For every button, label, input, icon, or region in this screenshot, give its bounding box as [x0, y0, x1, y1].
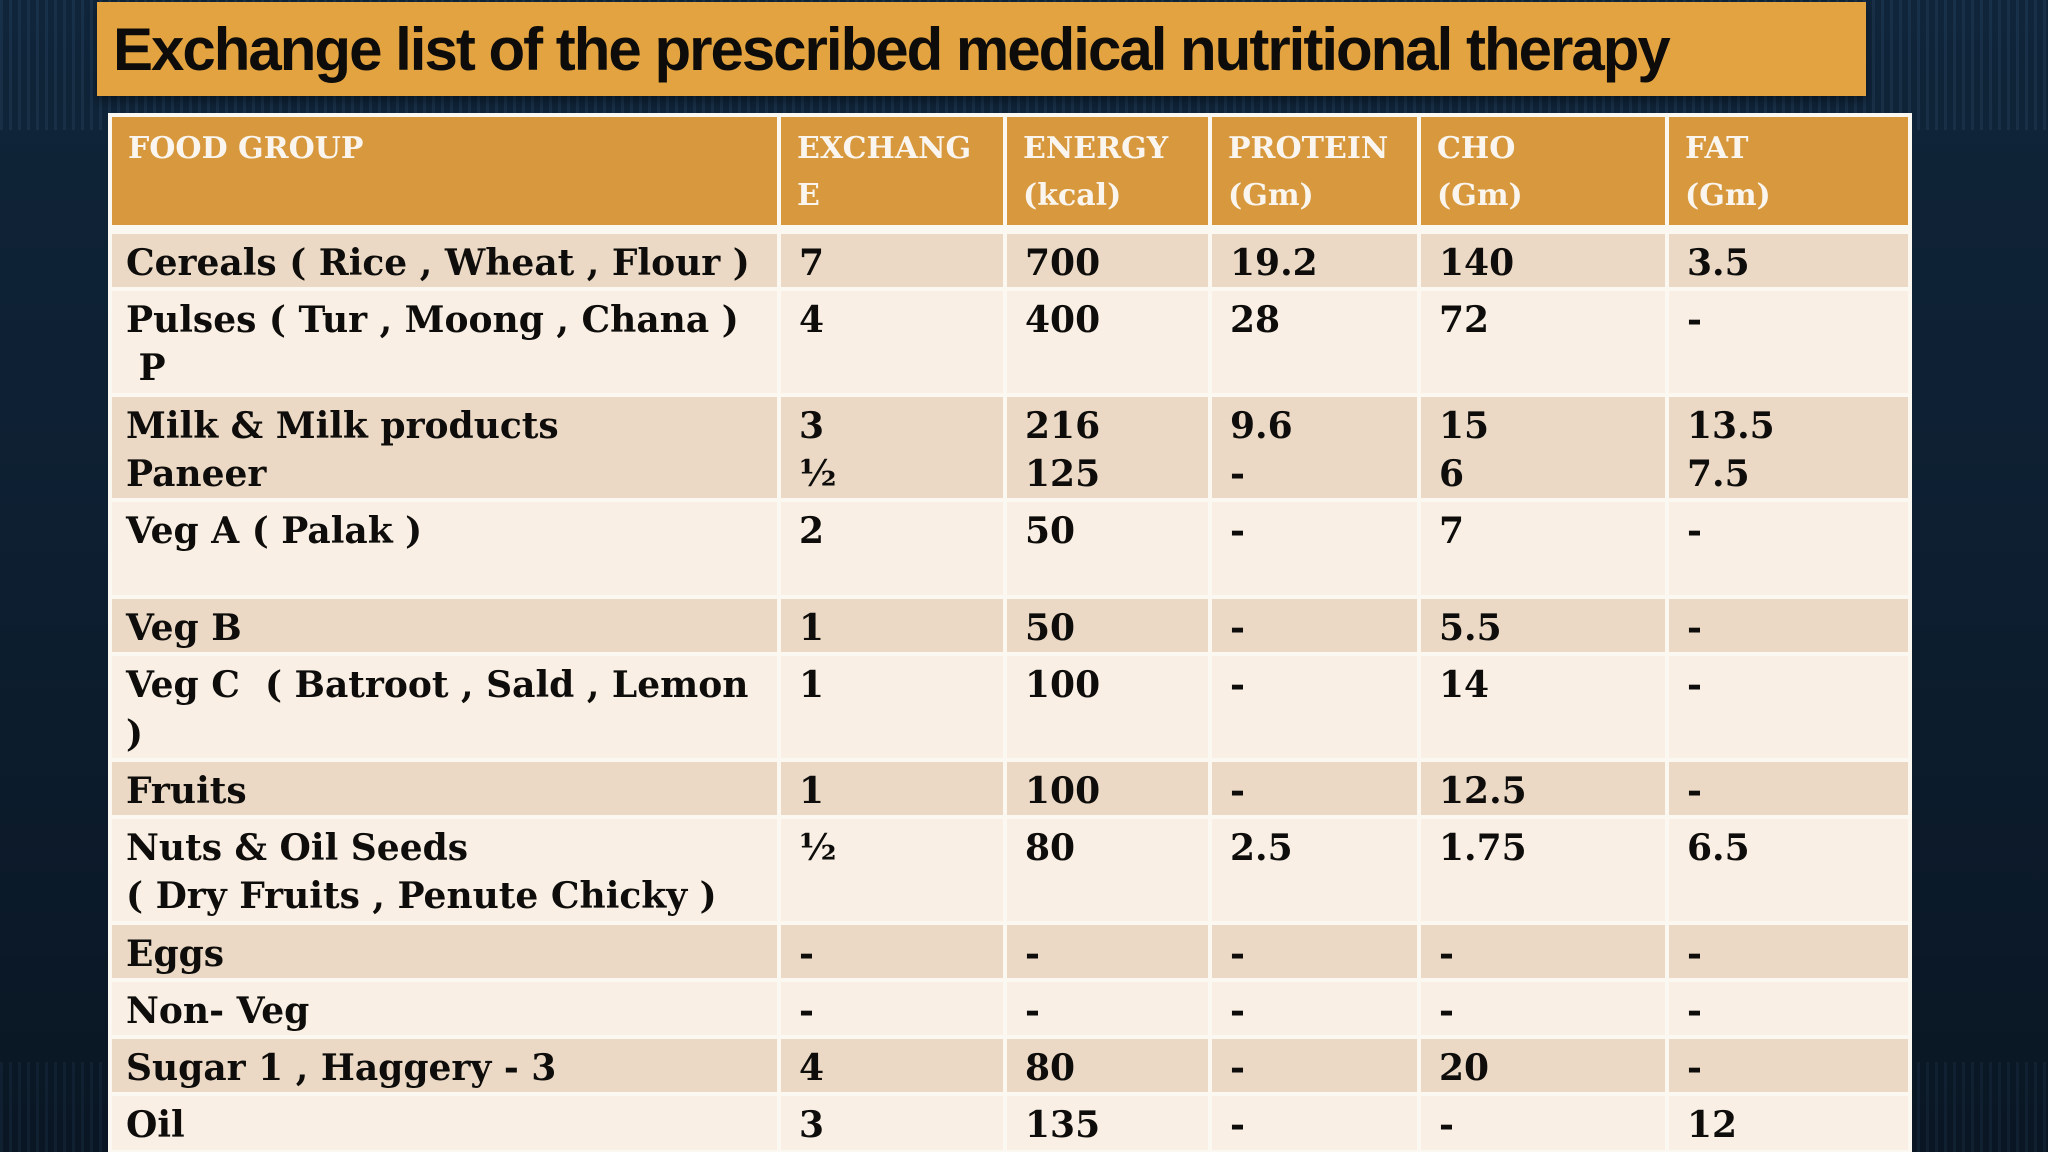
slide-title: Exchange list of the prescribed medical … — [113, 15, 1671, 83]
cell-fat: - — [1665, 595, 1912, 657]
cell-energy: 400 — [1003, 287, 1212, 397]
column-header-energy: ENERGY (kcal) — [1003, 113, 1212, 234]
cell-energy: 216 125 — [1003, 392, 1212, 503]
cell-cho: - — [1417, 977, 1669, 1040]
cell-energy: 50 — [1003, 498, 1212, 600]
cell-cho: 14 — [1417, 652, 1669, 762]
cell-cho: 72 — [1417, 287, 1669, 397]
cell-exchange: 4 — [777, 287, 1007, 397]
cell-protein: - — [1208, 757, 1421, 820]
table-row-veg-b: Veg B 1 50 - 5.5 - — [108, 595, 1912, 657]
cell-exchange: - — [777, 977, 1007, 1040]
cell-food-group: Cereals ( Rice , Wheat , Flour ) — [108, 227, 781, 292]
cell-cho: 12.5 — [1417, 757, 1669, 820]
table-row-pulses: Pulses ( Tur , Moong , Chana ) P 4 400 2… — [108, 287, 1912, 397]
cell-fat: - — [1665, 287, 1912, 397]
cell-energy: 100 — [1003, 757, 1212, 820]
cell-protein: - — [1208, 1035, 1421, 1097]
cell-energy: 700 — [1003, 227, 1212, 292]
cell-protein: - — [1208, 1092, 1421, 1152]
cell-food-group: Sugar 1 , Haggery - 3 — [108, 1035, 781, 1097]
cell-energy: 80 — [1003, 815, 1212, 925]
cell-exchange: 1 — [777, 757, 1007, 820]
cell-fat: 3.5 — [1665, 227, 1912, 292]
table-row-milk-paneer: Milk & Milk products Paneer 3 ½ 216 125 … — [108, 392, 1912, 503]
cell-food-group: Oil — [108, 1092, 781, 1152]
cell-fat: - — [1665, 652, 1912, 762]
cell-fat: 6.5 — [1665, 815, 1912, 925]
cell-protein: - — [1208, 977, 1421, 1040]
cell-food-group: Veg A ( Palak ) — [108, 498, 781, 600]
cell-food-group: Veg B — [108, 595, 781, 657]
column-header-exchange: EXCHANG E — [777, 113, 1007, 234]
cell-food-group: Fruits — [108, 757, 781, 820]
cell-cho: 15 6 — [1417, 392, 1669, 503]
cell-cho: - — [1417, 1092, 1669, 1152]
cell-exchange: 1 — [777, 595, 1007, 657]
table-row-eggs: Eggs - - - - - — [108, 920, 1912, 982]
cell-energy: - — [1003, 920, 1212, 982]
cell-exchange: 7 — [777, 227, 1007, 292]
table-row-cereals: Cereals ( Rice , Wheat , Flour ) 7 700 1… — [108, 227, 1912, 292]
cell-fat: - — [1665, 1035, 1912, 1097]
cell-fat: 13.5 7.5 — [1665, 392, 1912, 503]
slide-title-banner: Exchange list of the prescribed medical … — [97, 2, 1866, 96]
cell-protein: - — [1208, 652, 1421, 762]
exchange-list-table: FOOD GROUP EXCHANG E ENERGY (kcal) PROTE… — [108, 113, 1912, 1152]
table-row-non-veg: Non- Veg - - - - - — [108, 977, 1912, 1040]
cell-protein: 9.6 - — [1208, 392, 1421, 503]
cell-food-group: Eggs — [108, 920, 781, 982]
cell-food-group: Nuts & Oil Seeds ( Dry Fruits , Penute C… — [108, 815, 781, 925]
cell-food-group: Non- Veg — [108, 977, 781, 1040]
table-row-veg-c: Veg C ( Batroot , Sald , Lemon ) 1 100 -… — [108, 652, 1912, 762]
cell-fat: - — [1665, 757, 1912, 820]
cell-food-group: Veg C ( Batroot , Sald , Lemon ) — [108, 652, 781, 762]
cell-cho: - — [1417, 920, 1669, 982]
cell-protein: - — [1208, 920, 1421, 982]
cell-protein: - — [1208, 595, 1421, 657]
cell-protein: 19.2 — [1208, 227, 1421, 292]
cell-fat: - — [1665, 977, 1912, 1040]
cell-energy: 50 — [1003, 595, 1212, 657]
table-row-fruits: Fruits 1 100 - 12.5 - — [108, 757, 1912, 820]
cell-energy: - — [1003, 977, 1212, 1040]
cell-exchange: 1 — [777, 652, 1007, 762]
table-header-row: FOOD GROUP EXCHANG E ENERGY (kcal) PROTE… — [108, 113, 1912, 234]
table-row-nuts-oil-seeds: Nuts & Oil Seeds ( Dry Fruits , Penute C… — [108, 815, 1912, 925]
cell-exchange: - — [777, 920, 1007, 982]
table-row-veg-a: Veg A ( Palak ) 2 50 - 7 - — [108, 498, 1912, 600]
cell-energy: 80 — [1003, 1035, 1212, 1097]
cell-fat: - — [1665, 498, 1912, 600]
cell-energy: 100 — [1003, 652, 1212, 762]
column-header-cho: CHO (Gm) — [1417, 113, 1669, 234]
cell-protein: 2.5 — [1208, 815, 1421, 925]
cell-exchange: 3 — [777, 1092, 1007, 1152]
cell-cho: 20 — [1417, 1035, 1669, 1097]
cell-fat: - — [1665, 920, 1912, 982]
cell-cho: 140 — [1417, 227, 1669, 292]
column-header-protein: PROTEIN (Gm) — [1208, 113, 1421, 234]
column-header-fat: FAT (Gm) — [1665, 113, 1912, 234]
cell-food-group: Milk & Milk products Paneer — [108, 392, 781, 503]
cell-fat: 12 — [1665, 1092, 1912, 1152]
cell-exchange: 3 ½ — [777, 392, 1007, 503]
table-row-sugar-haggery: Sugar 1 , Haggery - 3 4 80 - 20 - — [108, 1035, 1912, 1097]
cell-cho: 5.5 — [1417, 595, 1669, 657]
cell-cho: 1.75 — [1417, 815, 1669, 925]
cell-exchange: 2 — [777, 498, 1007, 600]
cell-exchange: ½ — [777, 815, 1007, 925]
cell-energy: 135 — [1003, 1092, 1212, 1152]
cell-cho: 7 — [1417, 498, 1669, 600]
table-row-oil: Oil 3 135 - - 12 — [108, 1092, 1912, 1152]
column-header-food-group: FOOD GROUP — [108, 113, 781, 234]
cell-exchange: 4 — [777, 1035, 1007, 1097]
cell-protein: - — [1208, 498, 1421, 600]
cell-protein: 28 — [1208, 287, 1421, 397]
cell-food-group: Pulses ( Tur , Moong , Chana ) P — [108, 287, 781, 397]
